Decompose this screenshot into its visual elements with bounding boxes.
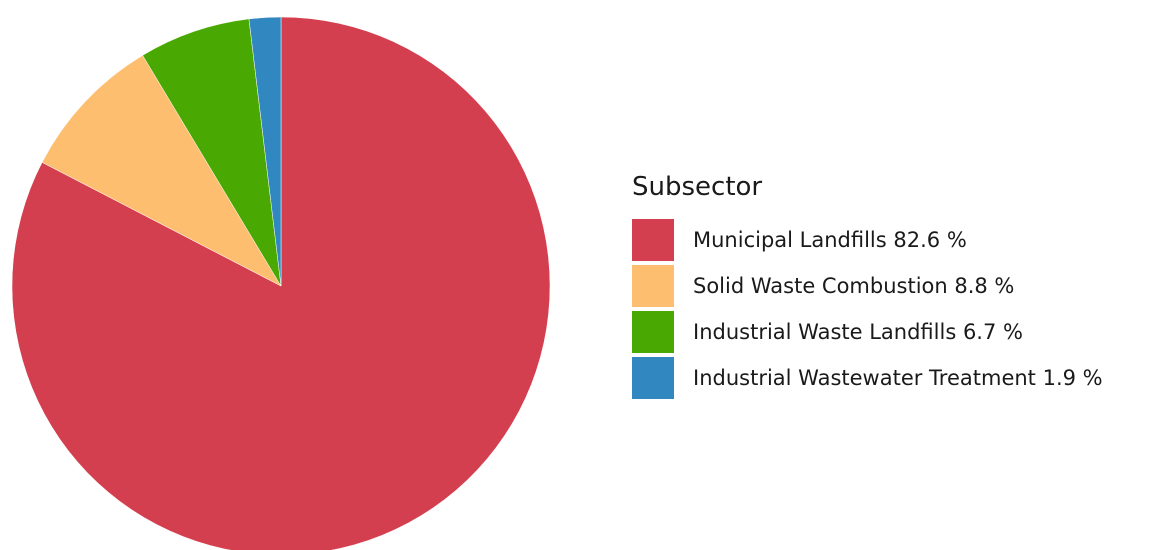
- pie-plot-area: [0, 0, 600, 550]
- legend-item: Industrial Waste Landfills 6.7 %: [632, 309, 1147, 355]
- legend-item: Municipal Landfills 82.6 %: [632, 217, 1147, 263]
- legend-item: Solid Waste Combustion 8.8 %: [632, 263, 1147, 309]
- legend-label: Industrial Waste Landfills 6.7 %: [693, 320, 1023, 344]
- legend-swatch: [632, 219, 674, 261]
- legend-title: Subsector: [632, 170, 1147, 204]
- legend-label: Municipal Landfills 82.6 %: [693, 228, 967, 252]
- legend-swatch: [632, 265, 674, 307]
- legend-label: Industrial Wastewater Treatment 1.9 %: [693, 366, 1103, 390]
- legend-label: Solid Waste Combustion 8.8 %: [693, 274, 1014, 298]
- legend-swatch: [632, 357, 674, 399]
- pie-slices: [12, 17, 550, 550]
- legend-item: Industrial Wastewater Treatment 1.9 %: [632, 355, 1147, 401]
- legend: Subsector Municipal Landfills 82.6 % Sol…: [632, 170, 1147, 401]
- legend-swatch: [632, 311, 674, 353]
